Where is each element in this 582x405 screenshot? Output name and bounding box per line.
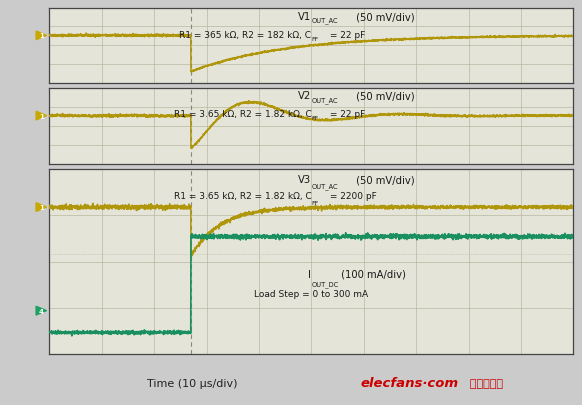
Text: V3: V3 [298, 175, 311, 185]
Text: V2: V2 [298, 91, 311, 101]
Text: Load Step = 0 to 300 mA: Load Step = 0 to 300 mA [254, 290, 368, 298]
Text: V1: V1 [298, 12, 311, 22]
Text: R1 = 3.65 kΩ, R2 = 1.82 kΩ, C: R1 = 3.65 kΩ, R2 = 1.82 kΩ, C [173, 110, 311, 119]
Text: 1: 1 [39, 205, 44, 211]
Text: OUT_AC: OUT_AC [311, 96, 338, 103]
Text: = 22 pF: = 22 pF [327, 110, 365, 119]
Text: FF: FF [311, 115, 318, 120]
Text: OUT_DC: OUT_DC [311, 280, 339, 287]
Text: 1: 1 [39, 33, 44, 39]
Text: elecfans·com: elecfans·com [361, 376, 459, 389]
Text: (50 mV/div): (50 mV/div) [353, 12, 415, 22]
Text: OUT_AC: OUT_AC [311, 182, 338, 189]
Text: OUT_AC: OUT_AC [311, 17, 338, 24]
Text: = 22 pF: = 22 pF [327, 31, 365, 40]
Text: R1 = 3.65 kΩ, R2 = 1.82 kΩ, C: R1 = 3.65 kΩ, R2 = 1.82 kΩ, C [173, 192, 311, 200]
Text: 电子发烧友: 电子发烧友 [466, 378, 503, 388]
Text: 4: 4 [39, 308, 44, 314]
Text: (100 mA/div): (100 mA/div) [338, 269, 406, 279]
Text: (50 mV/div): (50 mV/div) [353, 175, 415, 185]
Text: FF: FF [311, 201, 318, 206]
Text: 1: 1 [39, 113, 44, 119]
Text: Time (10 μs/div): Time (10 μs/div) [147, 378, 237, 388]
Text: R1 = 365 kΩ, R2 = 182 kΩ, C: R1 = 365 kΩ, R2 = 182 kΩ, C [179, 31, 311, 40]
Text: FF: FF [311, 36, 318, 41]
Text: = 2200 pF: = 2200 pF [327, 192, 377, 200]
Text: (50 mV/div): (50 mV/div) [353, 91, 415, 101]
Text: I: I [308, 269, 311, 279]
